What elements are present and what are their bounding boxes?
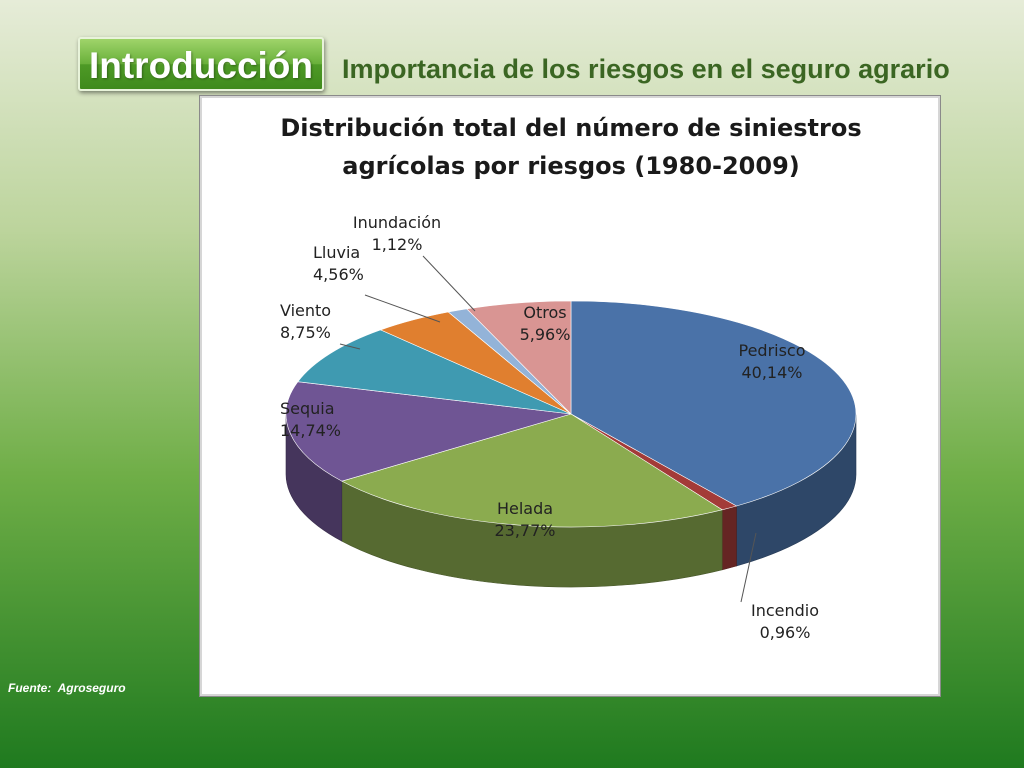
slice-label-incendio: Incendio: [751, 601, 819, 620]
slide-subtitle: Importancia de los riesgos en el seguro …: [342, 54, 950, 84]
pie-chart-canvas: Pedrisco 40,14% Incendio 0,96% Helada 23,77% S…: [280, 213, 857, 642]
pie-slice-otros: [466, 300, 572, 415]
slice-value-incendio: 0,96%: [760, 623, 811, 642]
slice-label-pedrisco: Pedrisco: [738, 341, 805, 360]
pie-slice-sequia: [285, 381, 572, 482]
source-label: Fuente:: [8, 681, 52, 695]
pie-slice-viento: [297, 329, 572, 415]
slice-value-lluvia: 4,56%: [313, 265, 364, 284]
slice-value-pedrisco: 40,14%: [741, 363, 802, 382]
leader-line-viento: [339, 343, 361, 350]
intro-badge: Introducción: [78, 37, 324, 91]
source-value: Agroseguro: [57, 681, 126, 695]
slice-label-sequia: Sequia: [280, 399, 335, 418]
slice-value-inundación: 1,12%: [372, 235, 423, 254]
slice-label-lluvia: Lluvia: [313, 243, 360, 262]
leader-line-lluvia: [364, 294, 441, 323]
pie-sides: [285, 414, 857, 588]
pie-side-incendio: [721, 505, 737, 571]
chart-title-line1: Distribución total del número de siniest…: [280, 114, 862, 142]
slice-label-otros: Otros: [523, 303, 566, 322]
pie-labels: Pedrisco 40,14% Incendio 0,96% Helada 23,77% S…: [280, 213, 819, 642]
leader-line-inundación: [422, 255, 476, 312]
pie-slice-helada: [341, 413, 723, 528]
slice-value-otros: 5,96%: [520, 325, 571, 344]
slice-label-inundación: Inundación: [353, 213, 441, 232]
chart-title-line2: agrícolas por riesgos (1980-2009): [342, 152, 800, 180]
pie-slice-pedrisco: [570, 300, 857, 507]
slice-value-sequia: 14,74%: [280, 421, 341, 440]
source-note: Fuente: Agroseguro: [8, 681, 126, 695]
slice-value-helada: 23,77%: [494, 521, 555, 540]
slice-value-viento: 8,75%: [280, 323, 331, 342]
slice-label-viento: Viento: [280, 301, 331, 320]
leader-line-incendio: [740, 532, 757, 603]
pie-chart: Distribución total del número de siniest…: [199, 95, 941, 697]
pie-top: [285, 300, 857, 528]
slice-label-helada: Helada: [497, 499, 553, 518]
